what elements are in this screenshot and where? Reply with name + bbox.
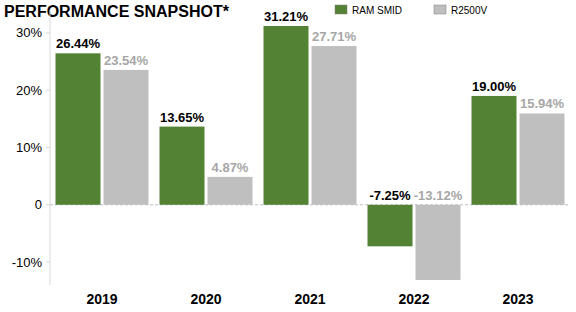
y-tick-label: 10%	[16, 140, 42, 155]
data-label: 23.54%	[104, 53, 149, 68]
bar	[416, 205, 461, 280]
bar	[160, 127, 205, 205]
y-tick	[46, 32, 50, 33]
data-label: 27.71%	[312, 29, 357, 44]
y-tick	[46, 90, 50, 91]
bar	[264, 26, 309, 205]
data-label: 13.65%	[160, 110, 205, 125]
legend-swatch	[335, 5, 347, 14]
y-tick	[46, 262, 50, 263]
x-tick-label: 2019	[86, 291, 117, 307]
x-tick-label: 2021	[294, 291, 325, 307]
x-tick-label: 2022	[398, 291, 429, 307]
legend-label: RAM SMID	[352, 5, 402, 16]
x-tick-label: 2020	[190, 291, 221, 307]
y-tick	[46, 204, 50, 205]
data-label: 19.00%	[472, 79, 517, 94]
bar	[208, 177, 253, 205]
legend-swatch	[434, 5, 446, 14]
chart-container: PERFORMANCE SNAPSHOT* -10% 0 10% 20% 30% 26.44…	[0, 0, 576, 312]
data-label: 26.44%	[56, 36, 101, 51]
bar	[368, 205, 413, 247]
title: PERFORMANCE SNAPSHOT*	[4, 3, 230, 20]
x-tick-label: 2023	[502, 291, 533, 307]
data-label: 31.21%	[264, 9, 309, 24]
y-tick-label: 20%	[16, 83, 42, 98]
bar	[312, 46, 357, 205]
bars	[56, 26, 565, 280]
y-tick-label: 30%	[16, 25, 42, 40]
y-tick	[46, 147, 50, 148]
bar	[56, 53, 101, 204]
data-label: -7.25%	[369, 188, 411, 203]
y-tick-label: -10%	[12, 255, 43, 270]
data-label: 15.94%	[520, 96, 565, 111]
legend-label: R2500V	[451, 5, 487, 16]
data-label: -13.12%	[414, 188, 463, 203]
bar	[472, 96, 517, 205]
y-tick-label: 0	[35, 197, 42, 212]
chart-svg: PERFORMANCE SNAPSHOT* -10% 0 10% 20% 30% 26.44…	[0, 0, 576, 312]
legend: RAM SMID R2500V	[335, 5, 487, 16]
data-label: 4.87%	[212, 160, 249, 175]
bar	[104, 70, 149, 205]
bar	[520, 113, 565, 204]
